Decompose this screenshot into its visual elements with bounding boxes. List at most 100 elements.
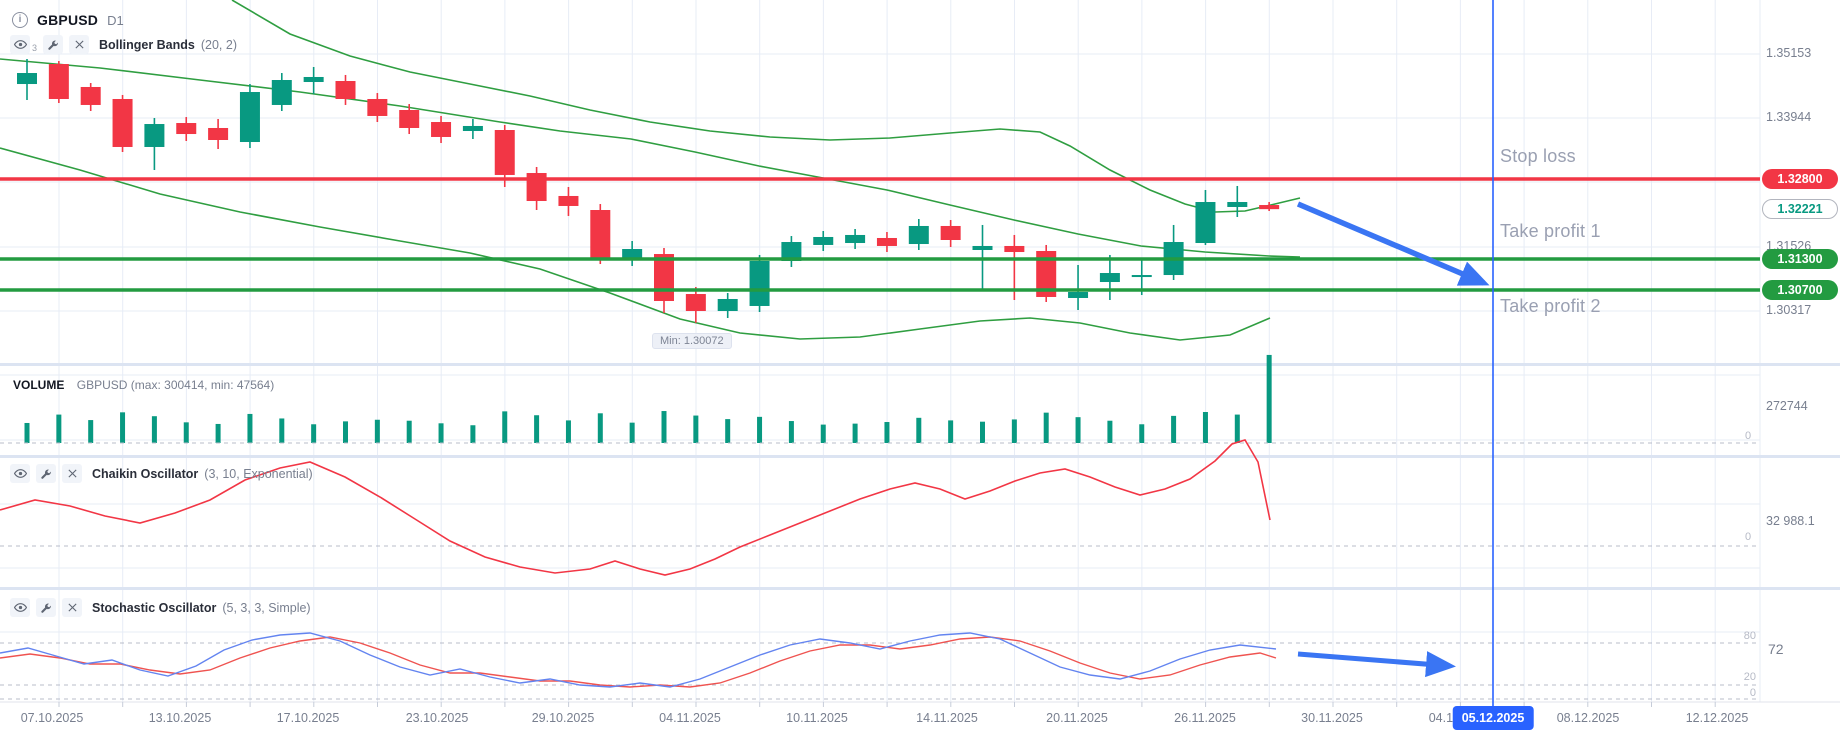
bollinger-legend: 3 Bollinger Bands (20, 2) — [10, 35, 237, 54]
volume-bar — [120, 412, 126, 443]
volume-current-value: 272744 — [1766, 399, 1808, 413]
candle — [1036, 244, 1057, 303]
volume-bar — [1107, 420, 1113, 443]
price-axis-label: 1.30317 — [1766, 303, 1812, 317]
candle — [431, 115, 452, 144]
eye-icon[interactable] — [10, 35, 30, 54]
date-axis-label: 07.10.2025 — [20, 711, 84, 725]
date-axis-label: 17.10.2025 — [276, 711, 340, 725]
candle — [526, 166, 547, 210]
candle — [1163, 224, 1184, 280]
volume-bar — [24, 422, 30, 443]
settings-wrench-icon[interactable] — [36, 598, 56, 617]
candle — [367, 93, 388, 123]
volume-bar — [852, 423, 858, 443]
indicator-params-chaikin: (3, 10, Exponential) — [204, 466, 313, 481]
close-icon[interactable] — [69, 35, 90, 54]
volume-bar — [406, 420, 412, 443]
candle — [176, 117, 197, 142]
date-axis-label: 10.11.2025 — [786, 711, 848, 725]
volume-bar — [788, 421, 794, 443]
candle — [685, 286, 706, 323]
volume-title[interactable]: VOLUME — [13, 378, 65, 392]
volume-bar — [1171, 415, 1177, 443]
candle — [749, 254, 770, 313]
volume-bar — [88, 420, 94, 443]
take-profit-2-price-badge: 1.30700 — [1762, 280, 1838, 300]
date-axis-label: 29.10.2025 — [531, 711, 595, 725]
close-icon[interactable] — [62, 464, 82, 483]
date-axis-label: 30.11.2025 — [1301, 711, 1363, 725]
volume-bar — [1266, 354, 1272, 443]
bollinger-bands — [0, 0, 1301, 341]
last-price-badge: 1.32221 — [1762, 199, 1838, 219]
candle — [558, 186, 579, 216]
settings-wrench-icon[interactable] — [43, 35, 64, 54]
volume-bar — [502, 411, 508, 443]
indicator-name-chaikin[interactable]: Chaikin Oscillator — [92, 466, 199, 481]
eye-icon[interactable] — [10, 598, 30, 617]
candle — [48, 61, 69, 104]
selected-date-badge: 05.12.2025 — [1452, 706, 1534, 730]
candle — [940, 220, 961, 247]
pane-divider — [0, 455, 1840, 458]
candle — [876, 232, 897, 253]
candle — [239, 84, 260, 148]
candle — [494, 124, 515, 187]
volume-bar — [1202, 412, 1208, 443]
chaikin-current-value: 32 988.1 — [1766, 514, 1815, 528]
volume-bar — [374, 419, 380, 443]
candle — [112, 94, 133, 153]
volume-bar — [311, 424, 317, 443]
volume-bar — [980, 421, 985, 443]
take-profit-2-label: Take profit 2 — [1500, 296, 1601, 316]
eye-count: 3 — [32, 42, 38, 53]
candle — [1068, 264, 1089, 310]
volume-bar — [916, 417, 922, 443]
candle — [80, 83, 101, 112]
volume-zero-label: 0 — [1745, 430, 1752, 442]
chaikin-line — [0, 439, 1271, 576]
candle — [717, 293, 738, 318]
volume-bar — [1234, 414, 1240, 443]
timeframe-label[interactable]: D1 — [107, 12, 124, 28]
indicator-params-stochastic: (5, 3, 3, Simple) — [222, 600, 311, 615]
stochastic-d-line — [0, 636, 1277, 688]
candle — [335, 74, 356, 105]
volume-bar — [884, 422, 890, 443]
volume-bar — [1011, 419, 1017, 443]
volume-bar — [948, 420, 954, 443]
volume-bar — [661, 411, 667, 443]
stop-loss-label: Stop loss — [1500, 146, 1576, 166]
candle — [845, 228, 866, 249]
eye-icon[interactable] — [10, 464, 30, 483]
volume-legend: VOLUME GBPUSD (max: 300414, min: 47564) — [13, 376, 274, 394]
candle — [781, 236, 802, 267]
close-icon[interactable] — [62, 598, 82, 617]
candle — [399, 104, 420, 135]
volume-bars — [24, 354, 1272, 443]
candle — [1195, 190, 1216, 245]
stochastic-legend: Stochastic Oscillator (5, 3, 3, Simple) — [10, 598, 311, 617]
price-axis-label: 1.33944 — [1766, 110, 1812, 124]
bb-upper — [231, 0, 1301, 213]
settings-wrench-icon[interactable] — [36, 464, 56, 483]
symbol-name[interactable]: GBPUSD — [37, 12, 99, 28]
take-profit-1-price-badge: 1.31300 — [1762, 249, 1838, 269]
info-icon[interactable]: i — [12, 12, 28, 28]
take-profit-1-label: Take profit 1 — [1500, 221, 1601, 241]
volume-bar — [1043, 412, 1049, 443]
candles — [17, 58, 1280, 323]
volume-bar — [629, 422, 635, 443]
indicator-name-stochastic[interactable]: Stochastic Oscillator — [92, 600, 217, 615]
date-axis-label: 08.12.2025 — [1556, 711, 1620, 725]
candle — [622, 241, 643, 266]
price-axis-label: 1.35153 — [1766, 46, 1812, 60]
volume-bar — [56, 414, 62, 443]
indicator-name-bollinger[interactable]: Bollinger Bands — [99, 37, 195, 52]
candle — [462, 118, 483, 139]
volume-bar — [183, 422, 189, 443]
volume-bar — [215, 423, 221, 443]
